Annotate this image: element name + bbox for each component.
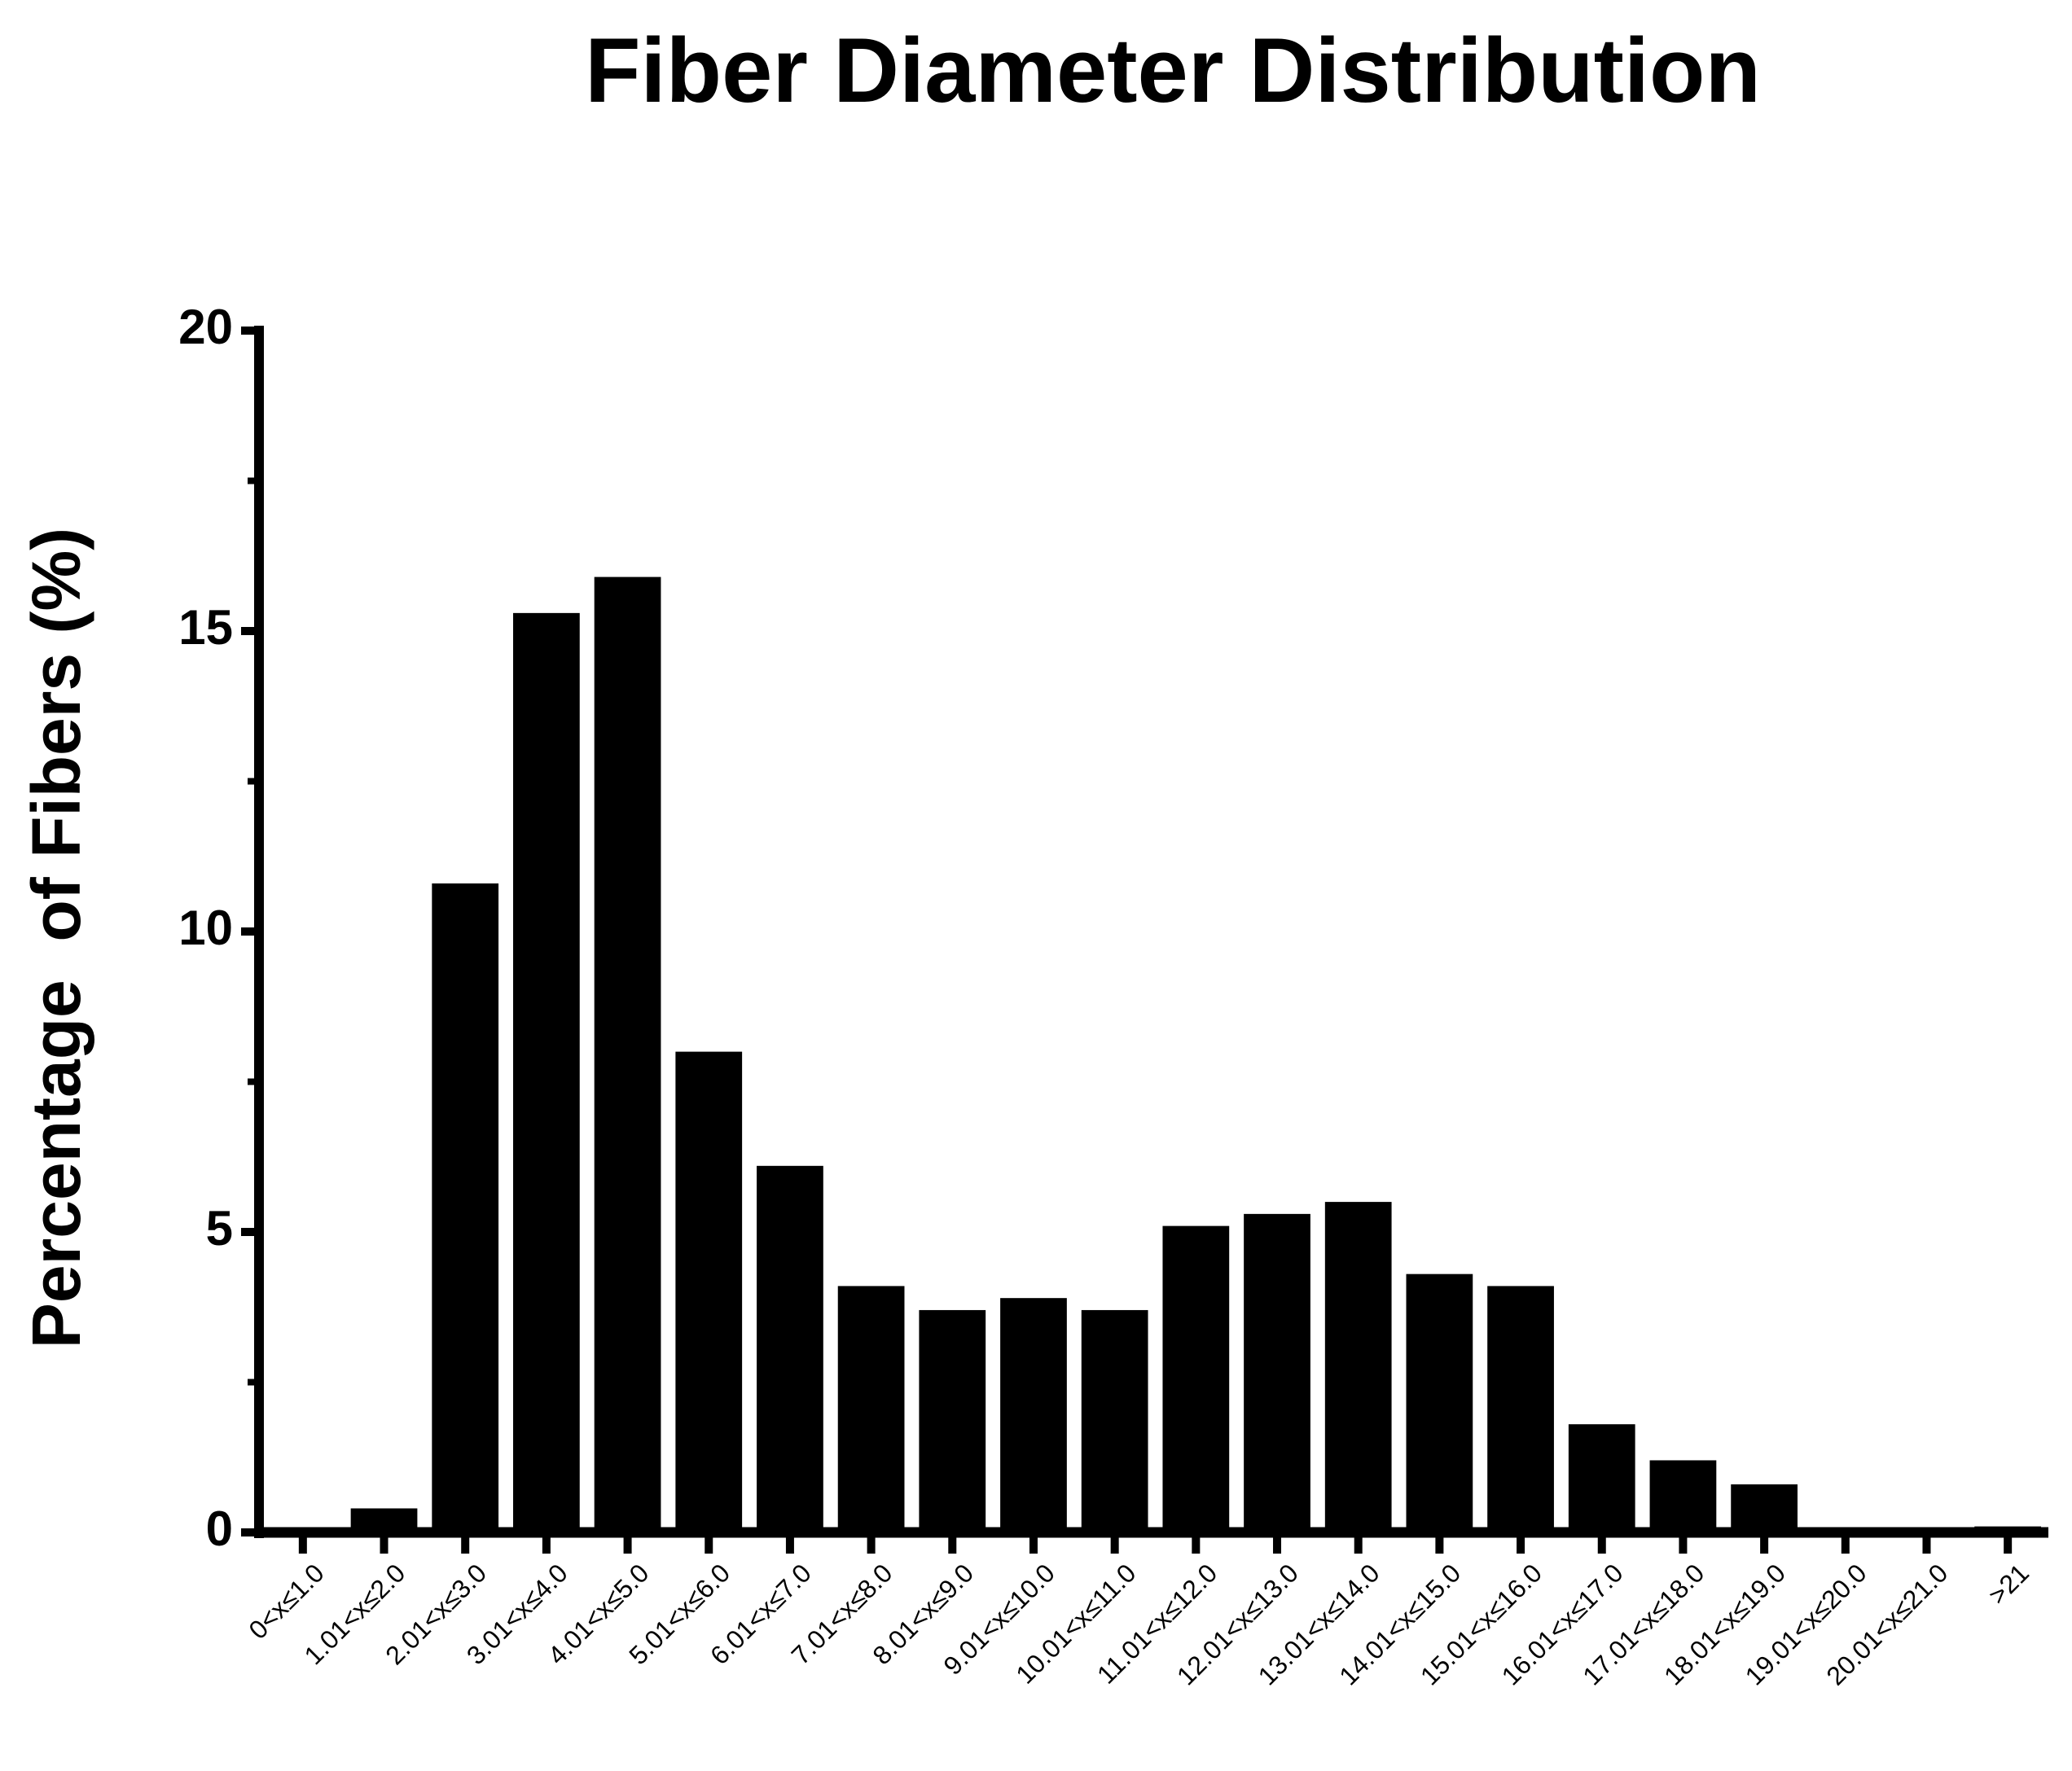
y-tick-label: 20 (178, 300, 233, 354)
bar (837, 1286, 905, 1532)
bar (757, 1165, 823, 1532)
y-tick-label: 0 (206, 1501, 233, 1556)
bar (1649, 1460, 1717, 1532)
bar (594, 576, 661, 1532)
bar (1162, 1225, 1230, 1532)
bar (1244, 1213, 1310, 1532)
bar (1081, 1309, 1148, 1532)
y-tick-label: 10 (178, 901, 233, 955)
bar (1974, 1526, 2042, 1532)
bar (1568, 1424, 1635, 1532)
bar (1324, 1202, 1392, 1532)
bar (919, 1309, 986, 1532)
bar (1487, 1286, 1554, 1532)
bar (432, 883, 499, 1532)
bar (1406, 1273, 1473, 1532)
bar (1731, 1484, 1798, 1532)
y-tick-label: 15 (178, 600, 233, 655)
bar (675, 1051, 743, 1532)
chart-title: Fiber Diameter Distribution (585, 20, 1761, 121)
y-axis-label: Percentage of Fibers (%) (18, 528, 94, 1348)
x-tick-label: >21 (1982, 1558, 2035, 1610)
bar (513, 612, 580, 1532)
y-tick-label: 5 (206, 1201, 233, 1256)
bar (350, 1508, 418, 1532)
bar (1000, 1298, 1067, 1532)
